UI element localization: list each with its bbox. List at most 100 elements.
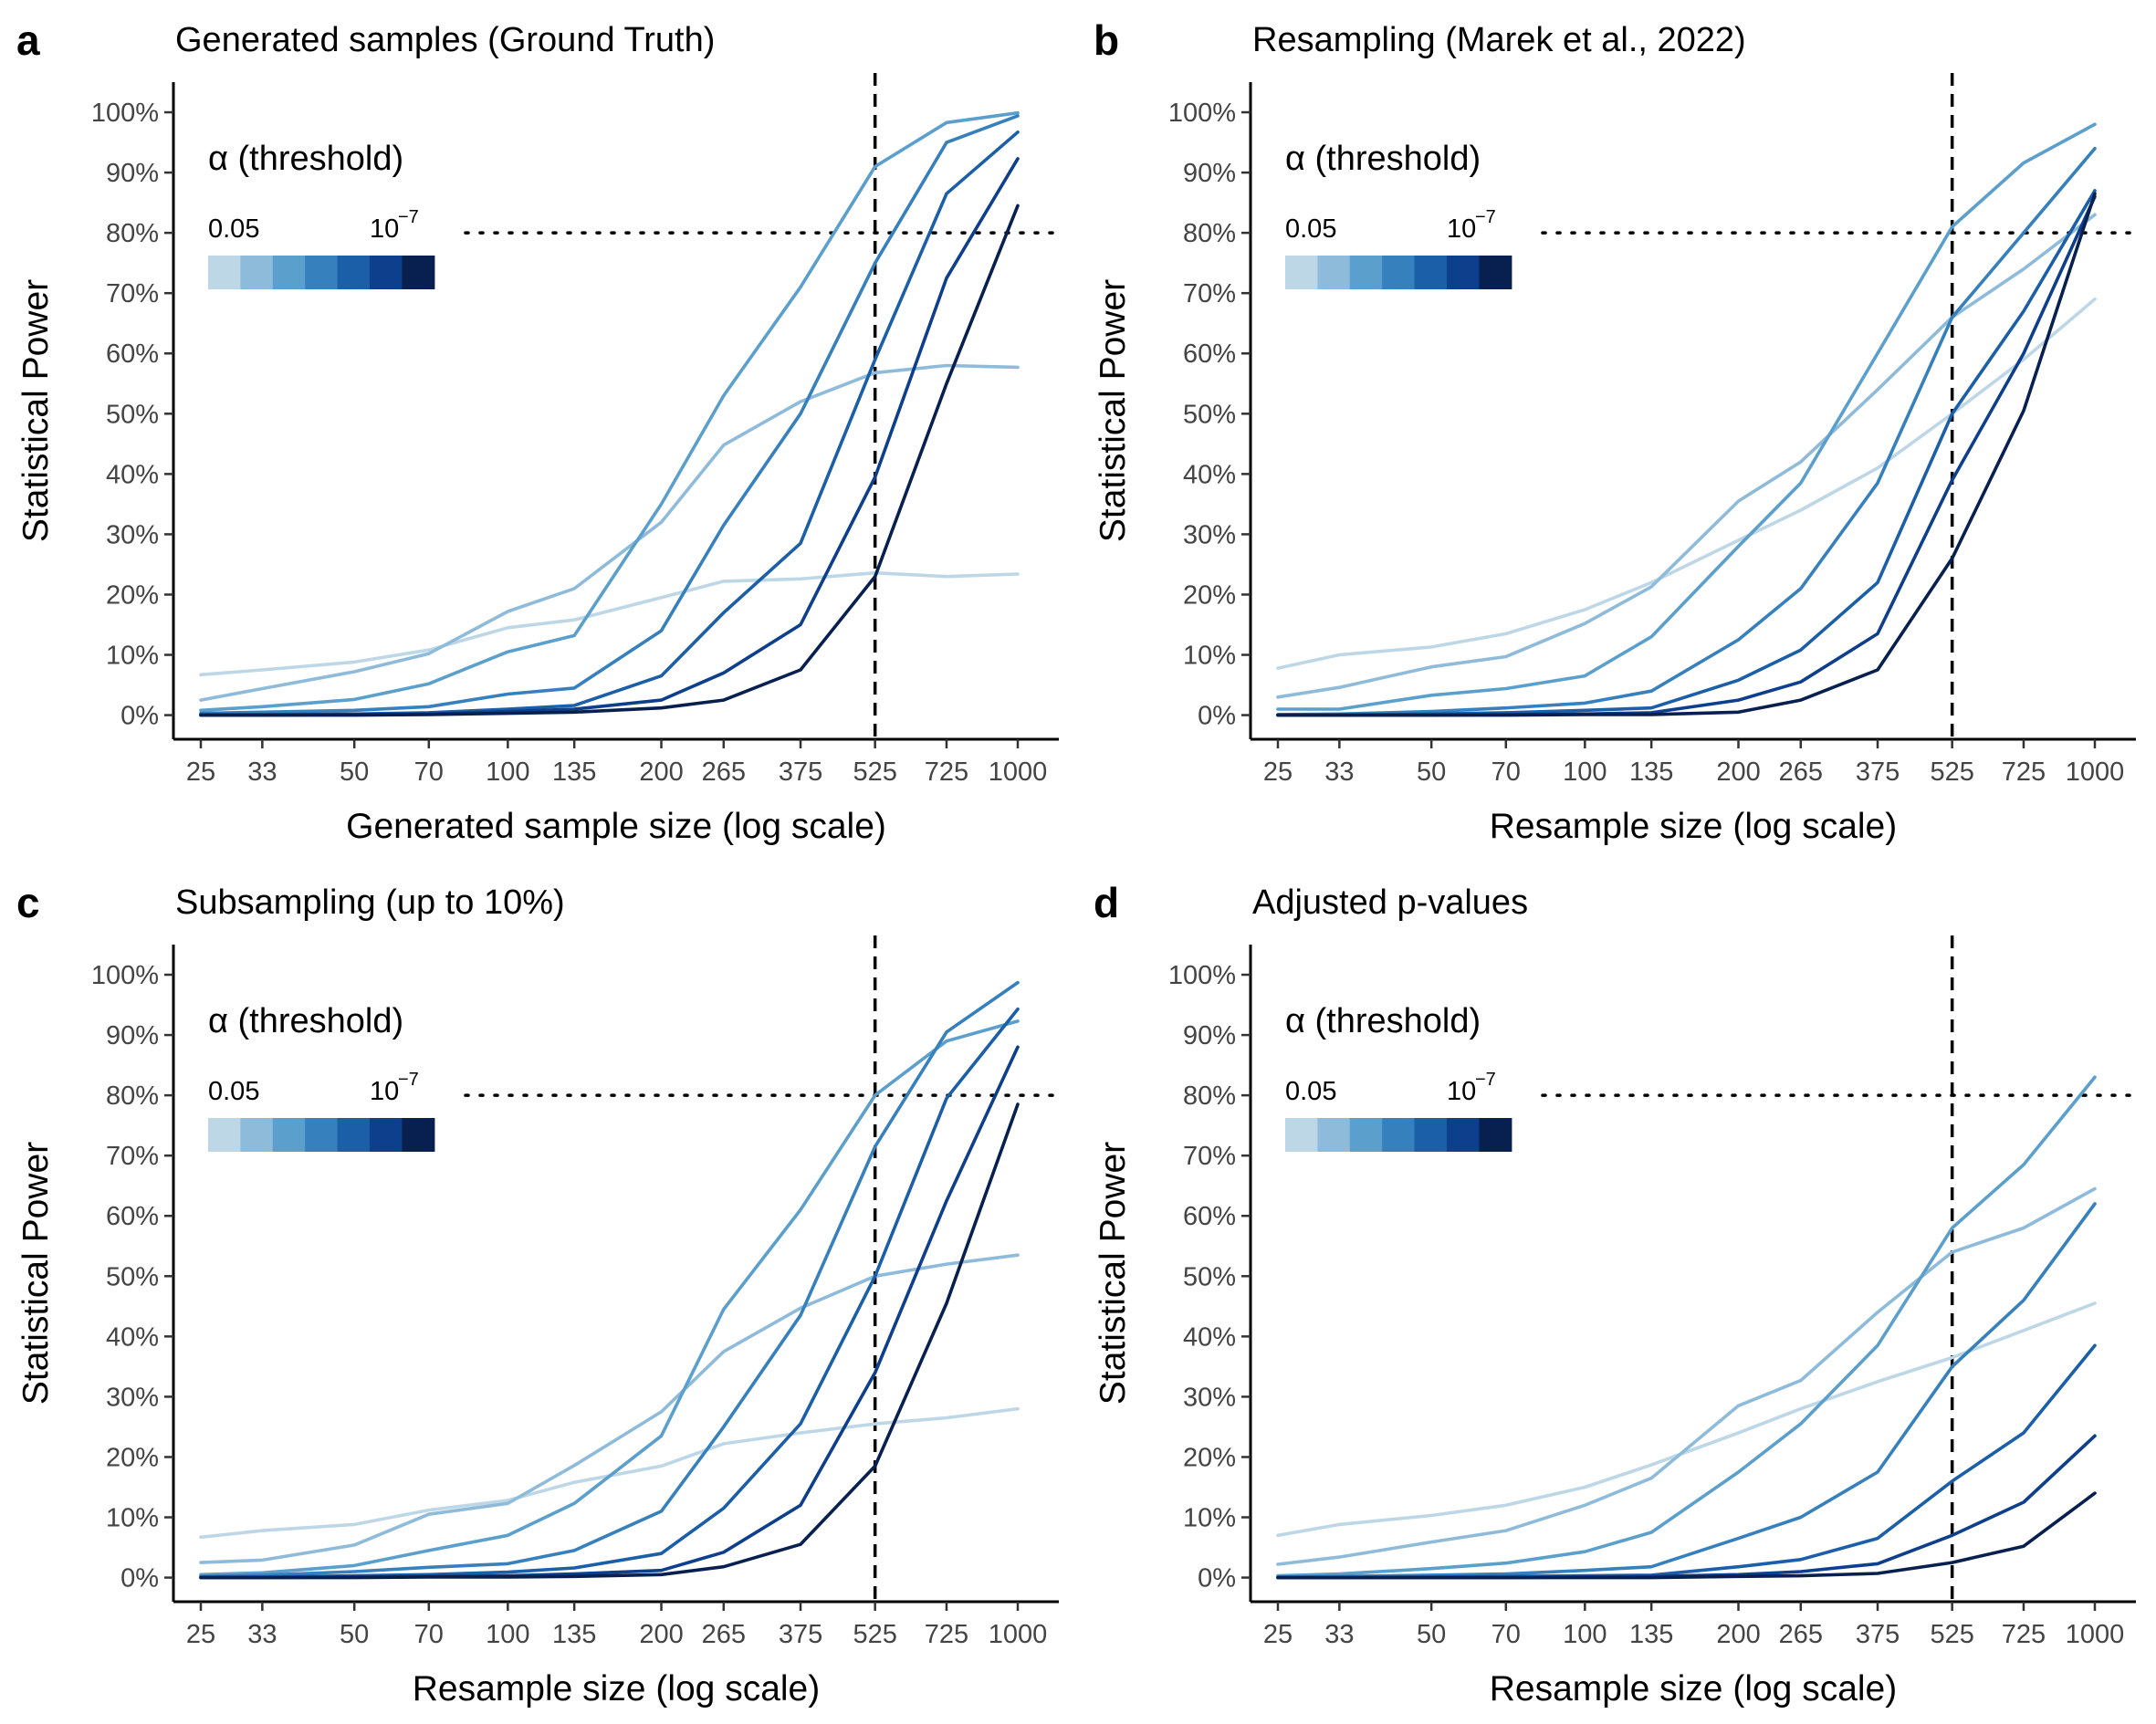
y-tick-label: 30% (1183, 1383, 1236, 1412)
y-tick-label: 20% (1183, 580, 1236, 610)
x-tick-label: 50 (340, 1620, 369, 1649)
series-line-6 (199, 157, 1020, 717)
x-tick-label: 725 (925, 758, 968, 787)
y-tick-label: 0% (120, 702, 159, 731)
x-tick-label: 1000 (989, 758, 1048, 787)
legend: α (threshold) 0.05 10−7 (208, 1002, 435, 1152)
y-tick-label: 60% (106, 340, 159, 369)
panel-letter: b (1094, 16, 1119, 64)
legend-swatch-4 (1382, 1118, 1416, 1152)
legend-swatch-5 (1414, 1118, 1448, 1152)
panel-title: Generated samples (Ground Truth) (175, 21, 715, 59)
legend-swatch-2 (1317, 1118, 1351, 1152)
legend-low-label: 0.05 (1285, 214, 1336, 244)
legend: α (threshold) 0.05 10−7 (1285, 1002, 1512, 1152)
y-tick-label: 70% (1183, 1142, 1236, 1171)
x-tick-label: 725 (925, 1620, 968, 1649)
x-tick-label: 70 (414, 1620, 444, 1649)
x-tick-label: 525 (853, 758, 896, 787)
legend-high-label: 10 (370, 1077, 399, 1106)
panel-title: Adjusted p-values (1252, 883, 1528, 922)
series-line-2 (1276, 1186, 2097, 1566)
x-tick-label: 525 (1930, 758, 1973, 787)
legend-swatch-6 (1447, 256, 1480, 289)
x-tick-label: 25 (1263, 1620, 1293, 1649)
chart-panel-b: b Resampling (Marek et al., 2022) 0% 10% 20%… (1094, 16, 2138, 846)
legend-low-label: 0.05 (208, 1077, 259, 1106)
legend-title: α (threshold) (208, 140, 403, 178)
y-tick-label: 80% (106, 1081, 159, 1111)
legend-title: α (threshold) (208, 1002, 403, 1040)
y-axis-title: Statistical Power (1094, 1142, 1133, 1405)
legend-swatch-4 (305, 256, 339, 289)
y-tick-label: 40% (1183, 1322, 1236, 1352)
y-tick-label: 50% (106, 1262, 159, 1291)
series-line-1 (1276, 297, 2097, 670)
x-tick-label: 200 (639, 758, 683, 787)
x-tick-label: 33 (1324, 1620, 1354, 1649)
x-tick-label: 100 (1563, 758, 1607, 787)
x-tick-label: 100 (486, 758, 529, 787)
legend-high-label: 10 (370, 214, 399, 244)
x-tick-label: 200 (1716, 758, 1760, 787)
legend-high-label: 10 (1447, 1077, 1476, 1106)
series-line-2 (199, 363, 1020, 702)
legend-swatch-5 (337, 256, 371, 289)
x-tick-label: 1000 (2066, 1620, 2125, 1649)
legend-high-exponent: −7 (398, 207, 419, 227)
y-tick-label: 10% (1183, 642, 1236, 671)
legend-swatch-3 (272, 1118, 306, 1152)
y-tick-label: 0% (1198, 702, 1236, 731)
legend-high-exponent: −7 (1475, 207, 1496, 227)
y-tick-label: 50% (1183, 400, 1236, 429)
y-tick-label: 90% (1183, 1021, 1236, 1050)
y-tick-label: 100% (1168, 961, 1236, 990)
legend-swatch-5 (1414, 256, 1448, 289)
y-tick-label: 70% (1183, 279, 1236, 308)
series-line-3 (1276, 1075, 2097, 1578)
legend-low-label: 0.05 (1285, 1077, 1336, 1106)
x-tick-label: 375 (1856, 758, 1900, 787)
x-tick-label: 50 (1417, 1620, 1446, 1649)
series-line-5 (199, 1007, 1020, 1579)
x-tick-label: 135 (552, 1620, 596, 1649)
x-tick-label: 70 (1491, 1620, 1521, 1649)
x-tick-label: 265 (702, 758, 746, 787)
y-tick-label: 40% (106, 1322, 159, 1352)
y-tick-label: 30% (106, 520, 159, 549)
y-tick-label: 30% (1183, 520, 1236, 549)
series-line-7 (1276, 192, 2097, 717)
legend-low-label: 0.05 (208, 214, 259, 244)
legend-high-label: 10 (1447, 214, 1476, 244)
x-tick-label: 265 (1779, 758, 1823, 787)
legend-swatch-6 (370, 1118, 403, 1152)
y-tick-label: 50% (1183, 1262, 1236, 1291)
legend-swatch-2 (240, 256, 274, 289)
chart-panel-c: c Subsampling (up to 10%) 0% 10% 20% 30% 40% 50… (16, 879, 1061, 1708)
x-axis-title: Resample size (log scale) (1490, 807, 1898, 846)
y-tick-label: 100% (91, 99, 159, 128)
series-line-1 (1276, 1301, 2097, 1538)
y-tick-label: 0% (120, 1564, 159, 1593)
y-tick-label: 60% (1183, 340, 1236, 369)
x-tick-label: 725 (2002, 1620, 2046, 1649)
x-tick-label: 135 (1629, 758, 1673, 787)
series-line-3 (199, 110, 1020, 713)
legend-swatch-1 (1285, 1118, 1318, 1152)
legend-swatch-6 (370, 256, 403, 289)
y-tick-label: 90% (106, 159, 159, 188)
legend-swatch-1 (208, 1118, 241, 1152)
legend: α (threshold) 0.05 10−7 (1285, 140, 1512, 289)
series-line-1 (199, 570, 1020, 677)
y-tick-label: 60% (1183, 1202, 1236, 1231)
legend-swatch-7 (1479, 256, 1512, 289)
y-tick-label: 100% (1168, 99, 1236, 128)
panel-title: Resampling (Marek et al., 2022) (1252, 21, 1746, 59)
y-tick-label: 80% (1183, 1081, 1236, 1111)
x-tick-label: 33 (247, 758, 277, 787)
y-tick-label: 90% (106, 1021, 159, 1050)
legend-swatch-6 (1447, 1118, 1480, 1152)
x-tick-label: 70 (1491, 758, 1521, 787)
